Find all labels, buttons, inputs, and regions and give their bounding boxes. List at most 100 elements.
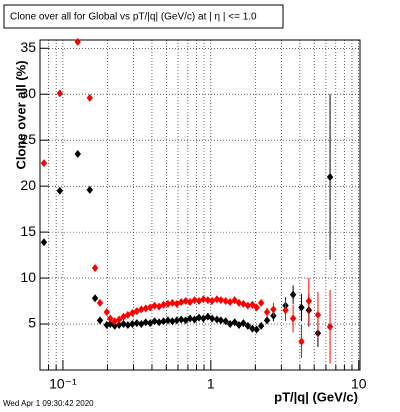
chart-title: Clone over all for Global vs pT/|q| (GeV…: [10, 12, 257, 23]
marker: [56, 186, 64, 195]
footer: Wed Apr 1 09:30:42 2020: [3, 399, 94, 408]
marker: [151, 301, 158, 310]
marker: [195, 313, 203, 322]
marker: [182, 297, 189, 306]
marker: [96, 298, 104, 307]
marker: [289, 314, 297, 323]
y-tick-label: 25: [20, 131, 36, 147]
plot-frame: [39, 39, 361, 371]
marker: [91, 294, 99, 303]
x-axis-label: pT/|q| (GeV/c): [274, 389, 358, 404]
marker: [231, 296, 238, 305]
marker: [86, 185, 94, 194]
marker: [217, 296, 225, 305]
marker: [40, 159, 48, 168]
marker: [326, 172, 334, 181]
marker: [169, 298, 176, 307]
marker: [298, 303, 305, 312]
marker: [111, 317, 118, 326]
marker: [129, 309, 136, 318]
x-tick-label: 10⁻¹: [49, 376, 77, 392]
marker: [326, 322, 334, 331]
marker: [200, 295, 207, 304]
marker: [178, 315, 185, 324]
marker: [124, 320, 132, 329]
marker: [231, 318, 238, 327]
marker: [257, 321, 265, 330]
marker: [298, 337, 305, 346]
marker: [115, 320, 123, 329]
marker: [226, 320, 234, 329]
marker: [226, 297, 234, 306]
marker: [91, 263, 99, 272]
marker: [111, 321, 118, 330]
marker: [240, 319, 247, 328]
marker: [208, 314, 216, 323]
marker: [103, 320, 110, 329]
marker: [160, 300, 167, 309]
marker: [160, 317, 167, 326]
marker: [173, 316, 181, 325]
marker: [305, 297, 313, 306]
marker: [244, 301, 252, 310]
y-tick-label: 15: [20, 223, 36, 239]
marker: [155, 302, 163, 311]
marker: [186, 314, 194, 323]
marker: [213, 295, 221, 304]
marker: [191, 296, 198, 305]
marker: [222, 297, 229, 306]
marker: [96, 316, 104, 325]
marker: [208, 297, 216, 306]
marker: [40, 238, 48, 247]
y-tick-label: 35: [20, 39, 36, 55]
marker: [103, 308, 110, 317]
marker: [133, 319, 141, 328]
y-tick-label: 10: [20, 269, 36, 285]
marker: [186, 297, 194, 306]
marker: [282, 306, 289, 315]
marker: [151, 317, 158, 326]
marker: [129, 320, 136, 329]
marker: [244, 321, 252, 330]
x-tick-label: 1: [207, 376, 215, 392]
marker: [86, 93, 94, 102]
x-tick-label: 10: [351, 376, 367, 392]
marker: [107, 314, 114, 323]
marker: [169, 317, 176, 326]
marker: [178, 297, 185, 306]
marker: [270, 305, 277, 314]
marker: [56, 89, 64, 98]
marker: [249, 300, 256, 309]
marker: [204, 296, 212, 305]
marker: [314, 310, 322, 319]
marker: [213, 315, 221, 324]
marker: [138, 305, 145, 314]
marker: [289, 290, 297, 299]
marker: [263, 308, 271, 317]
marker: [263, 316, 271, 325]
marker: [120, 312, 127, 321]
marker: [217, 316, 225, 325]
marker: [249, 324, 256, 333]
marker: [182, 316, 189, 325]
marker: [253, 325, 260, 334]
title-box: [3, 4, 284, 29]
marker: [142, 304, 149, 313]
marker: [120, 320, 127, 329]
y-tick-label: 5: [28, 315, 36, 331]
marker: [164, 316, 172, 325]
marker: [74, 149, 81, 158]
marker: [235, 298, 243, 307]
y-tick-label: 20: [20, 177, 36, 193]
marker: [142, 318, 149, 327]
marker: [257, 298, 265, 307]
marker: [138, 320, 145, 329]
y-axis-label: Clone over all (%): [13, 60, 28, 169]
marker: [222, 317, 229, 326]
marker: [115, 315, 123, 324]
marker: [74, 37, 81, 46]
marker: [253, 303, 260, 312]
marker: [155, 318, 163, 327]
